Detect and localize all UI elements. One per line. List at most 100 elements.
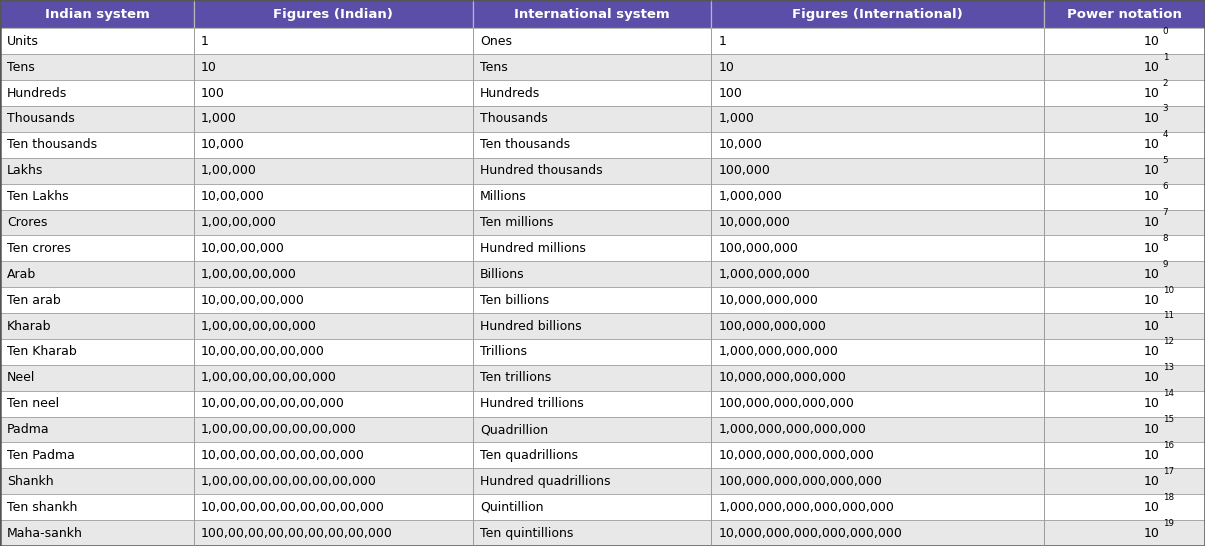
Text: Hundreds: Hundreds xyxy=(7,87,67,99)
Text: 10: 10 xyxy=(1144,449,1160,462)
Text: Hundred quadrillions: Hundred quadrillions xyxy=(480,475,611,488)
Text: Ten Lakhs: Ten Lakhs xyxy=(7,190,69,203)
Bar xyxy=(1044,132,1205,158)
Text: 10: 10 xyxy=(1144,526,1160,539)
Text: Indian system: Indian system xyxy=(45,8,149,21)
Text: International system: International system xyxy=(515,8,670,21)
Text: 15: 15 xyxy=(1163,415,1174,424)
Text: 2: 2 xyxy=(1163,79,1168,87)
Text: Ten billions: Ten billions xyxy=(480,294,549,307)
Text: Ten shankh: Ten shankh xyxy=(7,501,77,514)
Text: Padma: Padma xyxy=(7,423,49,436)
Text: 100,000,000,000: 100,000,000,000 xyxy=(718,319,827,333)
Text: 10: 10 xyxy=(201,61,217,74)
Text: 1,00,00,00,00,00,00,00,000: 1,00,00,00,00,00,00,00,000 xyxy=(201,475,377,488)
Text: Ten millions: Ten millions xyxy=(480,216,553,229)
Bar xyxy=(472,287,711,313)
Bar xyxy=(1044,494,1205,520)
Text: 10: 10 xyxy=(1144,164,1160,177)
Text: 1,000,000,000,000: 1,000,000,000,000 xyxy=(718,346,839,358)
Text: 10: 10 xyxy=(1144,371,1160,384)
Bar xyxy=(711,132,1044,158)
Bar xyxy=(1044,0,1205,28)
Text: 18: 18 xyxy=(1163,492,1174,502)
Bar xyxy=(1044,339,1205,365)
Text: 10: 10 xyxy=(1144,294,1160,307)
Bar xyxy=(711,442,1044,468)
Text: 16: 16 xyxy=(1163,441,1174,450)
Text: 1: 1 xyxy=(718,35,727,48)
Bar xyxy=(1044,210,1205,235)
Bar xyxy=(1044,235,1205,262)
Bar xyxy=(472,210,711,235)
Text: Ten quintillions: Ten quintillions xyxy=(480,526,574,539)
Bar xyxy=(472,391,711,417)
Text: 13: 13 xyxy=(1163,363,1174,372)
Bar xyxy=(0,391,194,417)
Bar xyxy=(1044,106,1205,132)
Bar xyxy=(472,339,711,365)
Text: 10,00,00,00,00,00,00,000: 10,00,00,00,00,00,00,000 xyxy=(201,449,365,462)
Text: Quadrillion: Quadrillion xyxy=(480,423,548,436)
Text: 1,000: 1,000 xyxy=(201,112,237,126)
Bar xyxy=(472,80,711,106)
Text: 10: 10 xyxy=(1163,286,1174,295)
Bar xyxy=(1044,417,1205,442)
Text: Ten arab: Ten arab xyxy=(7,294,61,307)
Text: 100,000,000: 100,000,000 xyxy=(718,242,799,255)
Text: Crores: Crores xyxy=(7,216,48,229)
Text: 100: 100 xyxy=(201,87,225,99)
Text: Hundred thousands: Hundred thousands xyxy=(480,164,602,177)
Bar xyxy=(1044,262,1205,287)
Bar xyxy=(1044,468,1205,494)
Text: Tens: Tens xyxy=(7,61,35,74)
Bar xyxy=(472,0,711,28)
Text: 10,000,000,000: 10,000,000,000 xyxy=(718,294,818,307)
Text: 11: 11 xyxy=(1163,311,1174,321)
Bar xyxy=(194,158,472,183)
Bar xyxy=(194,0,472,28)
Bar xyxy=(0,520,194,546)
Bar xyxy=(472,28,711,54)
Text: 10,000,000,000,000,000: 10,000,000,000,000,000 xyxy=(718,449,875,462)
Text: 10,00,00,00,00,000: 10,00,00,00,00,000 xyxy=(201,346,325,358)
Bar xyxy=(711,391,1044,417)
Text: 1,00,00,00,000: 1,00,00,00,000 xyxy=(201,268,296,281)
Text: 10: 10 xyxy=(718,61,734,74)
Text: 10: 10 xyxy=(1144,112,1160,126)
Text: 10,000,000,000,000,000,000: 10,000,000,000,000,000,000 xyxy=(718,526,903,539)
Text: Quintillion: Quintillion xyxy=(480,501,543,514)
Bar xyxy=(472,442,711,468)
Text: 1,00,00,00,00,000: 1,00,00,00,00,000 xyxy=(201,319,317,333)
Bar xyxy=(194,183,472,210)
Text: Ten crores: Ten crores xyxy=(7,242,71,255)
Text: Kharab: Kharab xyxy=(7,319,52,333)
Text: 9: 9 xyxy=(1163,260,1168,269)
Bar xyxy=(472,183,711,210)
Bar xyxy=(194,287,472,313)
Text: 10: 10 xyxy=(1144,346,1160,358)
Text: Hundred millions: Hundred millions xyxy=(480,242,586,255)
Bar xyxy=(711,0,1044,28)
Text: 10,00,000: 10,00,000 xyxy=(201,190,265,203)
Text: 100,000,000,000,000: 100,000,000,000,000 xyxy=(718,397,854,410)
Text: 10: 10 xyxy=(1144,35,1160,48)
Bar xyxy=(1044,54,1205,80)
Bar xyxy=(1044,391,1205,417)
Text: Millions: Millions xyxy=(480,190,527,203)
Bar xyxy=(194,391,472,417)
Text: 1,000,000,000,000,000: 1,000,000,000,000,000 xyxy=(718,423,866,436)
Bar xyxy=(194,417,472,442)
Bar xyxy=(711,520,1044,546)
Text: 100: 100 xyxy=(718,87,742,99)
Bar xyxy=(1044,442,1205,468)
Bar xyxy=(472,417,711,442)
Bar xyxy=(0,0,194,28)
Bar xyxy=(0,183,194,210)
Text: 10: 10 xyxy=(1144,138,1160,151)
Bar xyxy=(472,262,711,287)
Bar xyxy=(0,106,194,132)
Bar xyxy=(0,339,194,365)
Bar xyxy=(0,365,194,391)
Text: 10,00,00,00,00,00,000: 10,00,00,00,00,00,000 xyxy=(201,397,345,410)
